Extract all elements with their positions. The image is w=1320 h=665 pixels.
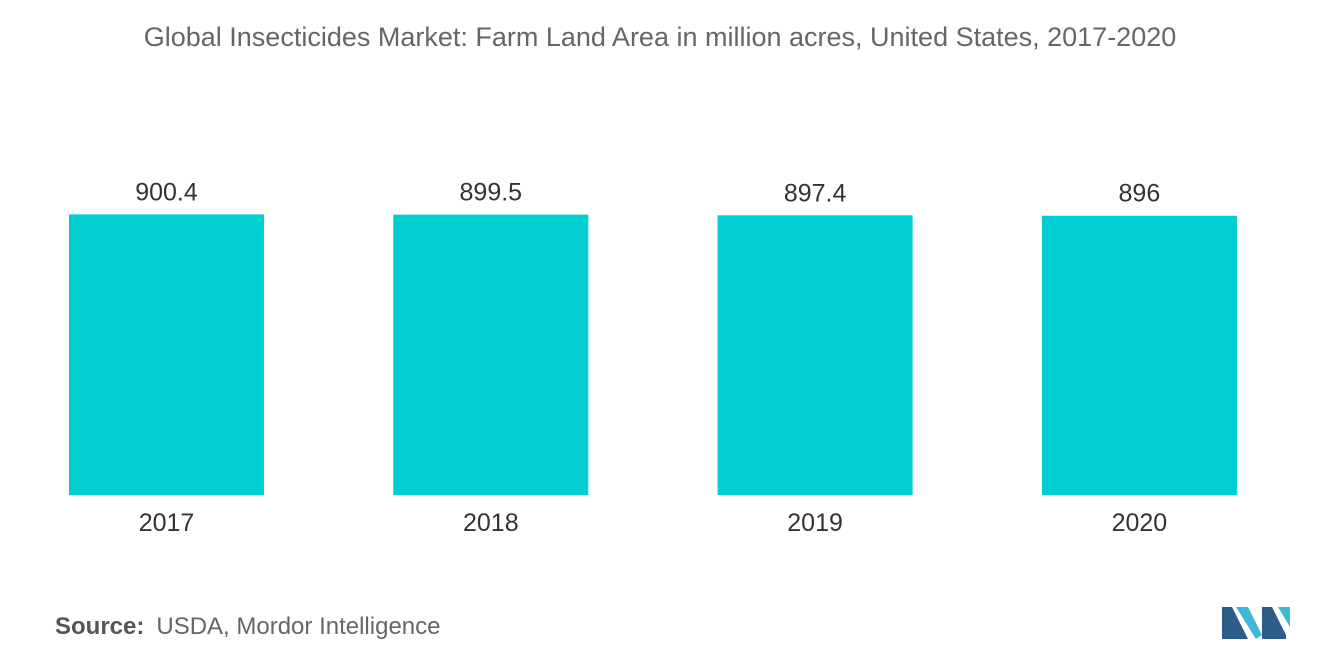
x-tick-label-2018: 2018 <box>463 509 519 537</box>
x-tick-label-2020: 2020 <box>1112 509 1168 537</box>
value-label-2018: 899.5 <box>460 179 523 207</box>
x-tick-labels-group: 2017 2018 2019 2020 <box>139 509 1168 537</box>
value-label-2020: 896 <box>1119 180 1161 208</box>
source-note: Source: USDA, Mordor Intelligence <box>55 613 440 641</box>
source-text: USDA, Mordor Intelligence <box>156 613 441 640</box>
bars-group <box>69 214 1237 496</box>
chart-title: Global Insecticides Market: Farm Land Ar… <box>143 22 1177 52</box>
value-label-2019: 897.4 <box>784 179 847 207</box>
bar-2018 <box>393 214 589 496</box>
bar-2019 <box>717 215 913 495</box>
mordor-logo-icon <box>1222 607 1290 639</box>
bar-2017 <box>69 214 264 495</box>
value-labels-group: 900.4 899.5 897.4 896 <box>135 178 1160 207</box>
bar-2020 <box>1041 215 1237 495</box>
value-label-2017: 900.4 <box>135 178 198 206</box>
x-tick-label-2017: 2017 <box>139 509 195 537</box>
x-tick-label-2019: 2019 <box>787 509 843 537</box>
source-label: Source: <box>55 613 145 640</box>
